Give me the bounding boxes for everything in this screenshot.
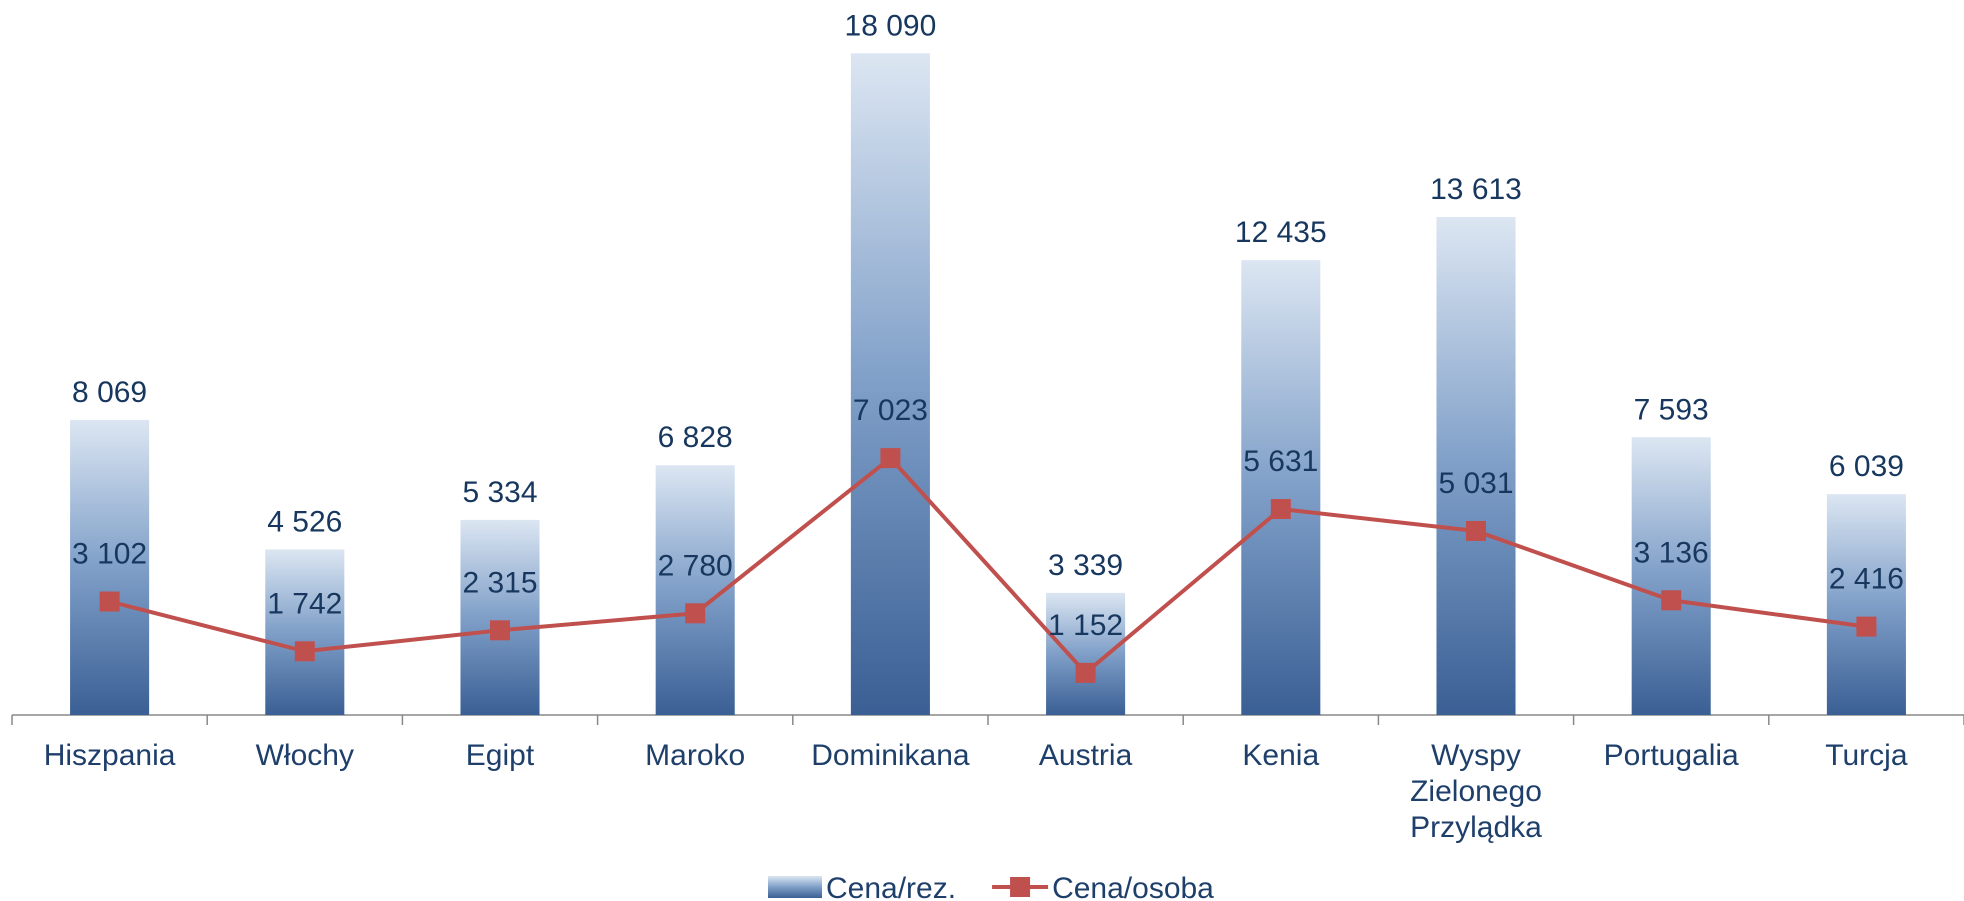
bar (1436, 217, 1516, 716)
marker (1270, 499, 1291, 520)
bar (850, 53, 930, 715)
x-tick-label: Austria (1039, 739, 1133, 772)
x-tick-label: Włochy (256, 739, 354, 772)
bar (1241, 260, 1321, 715)
data-label: 7 593 (1634, 393, 1709, 426)
data-label: 13 613 (1430, 173, 1522, 206)
x-tick-label: Hiszpania (44, 739, 176, 772)
marker (880, 448, 901, 469)
label-line: Przylądka (1410, 811, 1542, 844)
x-tick-label: Kenia (1242, 739, 1319, 772)
data-label: 4 526 (267, 505, 342, 538)
data-label: 1 742 (267, 587, 342, 620)
marker (1466, 520, 1486, 541)
x-tick-label: Maroko (645, 739, 745, 772)
bar (1046, 592, 1126, 715)
marker (1856, 616, 1877, 637)
legend-marker (1010, 877, 1031, 897)
x-tick-label: Wyspy Zielonego Przylądka (1410, 739, 1542, 844)
data-label: 5 631 (1243, 445, 1318, 478)
data-label: 18 090 (845, 9, 937, 42)
data-label: 6 828 (658, 421, 733, 454)
marker (294, 641, 315, 662)
data-label: 8 069 (72, 376, 147, 409)
bar (460, 519, 540, 715)
marker (685, 603, 706, 624)
marker (490, 620, 510, 641)
data-label: 3 339 (1048, 549, 1123, 582)
x-tick-label: Egipt (466, 739, 535, 772)
data-label: 2 780 (658, 549, 733, 582)
line (109, 455, 1867, 676)
label-line: Wyspy (1431, 739, 1521, 772)
bar (70, 419, 150, 715)
bar (1826, 494, 1906, 715)
data-label: 5 334 (462, 476, 537, 509)
x-tick-label: Portugalia (1604, 739, 1739, 772)
marker (1075, 662, 1096, 683)
marker (99, 591, 120, 612)
data-label: 6 039 (1829, 450, 1904, 483)
data-label: 7 023 (853, 394, 928, 427)
x-tick-label: Turcja (1825, 739, 1908, 772)
data-label: 2 416 (1829, 563, 1904, 596)
data-label: 3 136 (1634, 536, 1709, 569)
x-tick-label: Dominikana (811, 739, 970, 772)
marker (1661, 590, 1682, 611)
bar (265, 549, 345, 715)
data-label: 12 435 (1235, 216, 1327, 249)
legend-swatch (768, 876, 822, 898)
legend-label: Cena/osoba (1052, 872, 1214, 901)
data-label: 5 031 (1438, 467, 1513, 500)
bar (1631, 437, 1711, 715)
legend-label: Cena/rez. (826, 872, 956, 901)
label-line: Zielonego (1410, 775, 1542, 808)
data-label: 2 315 (462, 566, 537, 599)
data-label: 3 102 (72, 538, 147, 571)
data-label: 1 152 (1048, 609, 1123, 642)
